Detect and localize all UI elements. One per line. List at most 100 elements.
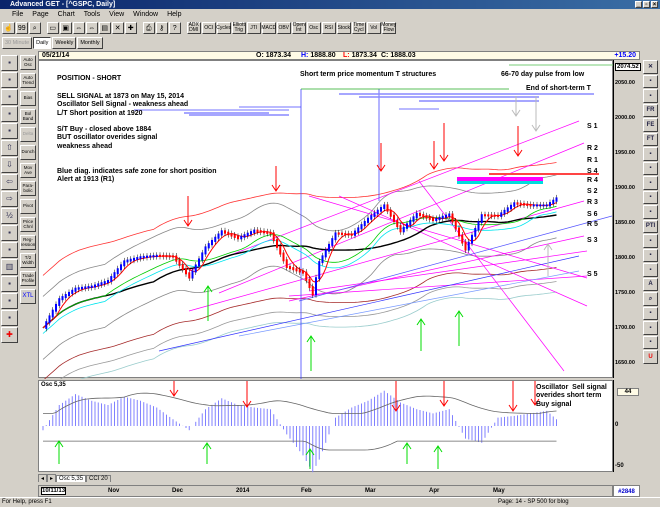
text-tool[interactable]: A [643, 277, 658, 291]
fib-time-tool[interactable]: FT [643, 132, 658, 146]
channel-tool[interactable]: ▪ [643, 190, 658, 204]
ellipse-tool[interactable]: ▪ [643, 248, 658, 262]
study-button-elliott-trig[interactable]: Elliott Trig [231, 22, 246, 34]
pitchfork-tool[interactable]: ▪ [643, 205, 658, 219]
new-button[interactable]: ▭ [46, 22, 59, 34]
menu-file[interactable]: File [12, 11, 24, 18]
study-button-macd[interactable]: MACD [261, 22, 276, 34]
menu-help[interactable]: Help [167, 11, 182, 18]
fraction-tool[interactable]: ½ [1, 208, 18, 224]
study-button-adx-dmi[interactable]: ADX DMI [186, 22, 201, 34]
price-chart[interactable]: POSITION - SHORT SELL SIGNAL at 1873 on … [38, 60, 613, 406]
fan-tool[interactable]: ▪ [643, 161, 658, 175]
close-button[interactable]: ✕ [111, 22, 124, 34]
scroll-right-button[interactable]: ▸ [47, 474, 57, 482]
help-button[interactable]: ? [168, 22, 181, 34]
tab-osc[interactable]: Osc 5,35 [56, 475, 87, 482]
zoom-button[interactable]: ⌕ [28, 22, 41, 34]
grid-tool[interactable]: ▪ [643, 234, 658, 248]
tool-mov-ave[interactable]: Mov Ave [20, 163, 36, 178]
tab-cci[interactable]: CCI 20 [86, 475, 111, 482]
pti-tool[interactable]: PTI [643, 219, 658, 233]
scale-tool[interactable]: ▪ [1, 72, 18, 88]
tool-bol-band[interactable]: Bol Band [20, 109, 36, 124]
chart-tool[interactable]: ▪ [1, 55, 18, 71]
grid-tool[interactable]: ▥ [1, 259, 18, 275]
menu-tools[interactable]: Tools [83, 11, 101, 18]
study-button-osc[interactable]: Osc [306, 22, 321, 34]
study-button-cycles[interactable]: Cycles [216, 22, 231, 34]
puzzle-button[interactable]: ✚ [124, 22, 137, 34]
study-button-stock[interactable]: Stock [336, 22, 351, 34]
arrow-down-tool[interactable]: ⇩ [1, 157, 18, 173]
data-tool[interactable]: ▪ [1, 89, 18, 105]
study-button-time-cycl[interactable]: Time Cycl [351, 22, 366, 34]
crosshair-tool[interactable]: ✚ [1, 327, 18, 343]
date-axis[interactable]: 10/11/13 Nov Dec 2014 Feb Mar Apr May [38, 485, 613, 497]
study-button-obv[interactable]: OBV [276, 22, 291, 34]
oscillator-axis[interactable]: 44 0 -50 [613, 380, 640, 472]
link2-button[interactable]: ⇔ [85, 22, 98, 34]
tool-delta[interactable]: Delta [20, 127, 36, 142]
tool-trade-profile[interactable]: Trade Profile [20, 271, 36, 286]
candle-tool[interactable]: ▪ [1, 293, 18, 309]
close-button[interactable]: × [651, 1, 658, 8]
fib-ext-tool[interactable]: FE [643, 118, 658, 132]
tool-price-chnl[interactable]: Price Chnl [20, 217, 36, 232]
magnet-tool[interactable]: U [643, 350, 658, 364]
rect-tool[interactable]: ▪ [643, 176, 658, 190]
arrow-up-tool[interactable]: ⇧ [1, 140, 18, 156]
tab-30-minute[interactable]: 30 Minute [2, 37, 33, 49]
tool-auto-osc[interactable]: Auto Osc [20, 55, 36, 70]
save-button[interactable]: ▣ [59, 22, 72, 34]
study-button-rsi[interactable]: RSI [321, 22, 336, 34]
copy-tool[interactable]: ▪ [643, 335, 658, 349]
menu-page[interactable]: Page [32, 11, 49, 18]
tab-weekly[interactable]: Weekly [52, 37, 77, 49]
arrow-right-tool[interactable]: ⇨ [1, 191, 18, 207]
tool-donch[interactable]: Donch [20, 145, 36, 160]
arrow-left-tool[interactable]: ⇦ [1, 174, 18, 190]
restore-button[interactable]: ▫ [643, 1, 650, 8]
clock-tool[interactable]: ▪ [643, 263, 658, 277]
tool-auto-trend[interactable]: Auto Trend [20, 73, 36, 88]
lines-tool[interactable]: ▪ [1, 276, 18, 292]
tool-bias[interactable]: Bias [20, 91, 36, 106]
line-tool[interactable]: ▪ [643, 89, 658, 103]
split-tool[interactable]: ▪ [1, 225, 18, 241]
menu-chart[interactable]: Chart [57, 11, 75, 18]
study-tool[interactable]: ▪ [1, 106, 18, 122]
menu-view[interactable]: View [109, 11, 125, 18]
price-axis[interactable]: 2074.52 2050.00 2000.00 1950.00 1900.00 1850.… [613, 60, 641, 378]
select-tool[interactable]: ▪ [643, 321, 658, 335]
spread-tool[interactable]: ▪ [1, 242, 18, 258]
magnify-tool[interactable]: ⌕ [643, 292, 658, 306]
arc-tool[interactable]: ▪ [643, 147, 658, 161]
key-button[interactable]: ⚷ [155, 22, 168, 34]
fib-ret-tool[interactable]: FR [643, 103, 658, 117]
color-tool[interactable]: ▪ [643, 306, 658, 320]
pencil-tool[interactable]: ▪ [643, 74, 658, 88]
tool-reg-ression[interactable]: Reg-ression [20, 235, 36, 250]
tool-t-2-width[interactable]: T/2 Width [20, 253, 36, 268]
hand-button[interactable]: ☝ [2, 22, 15, 34]
page-button[interactable]: ▤ [98, 22, 111, 34]
tool-para-bolic[interactable]: Para-bolic [20, 181, 36, 196]
minimize-button[interactable]: _ [635, 1, 642, 8]
tool-xtl[interactable]: XTL [20, 289, 36, 304]
study-button-jti[interactable]: JTI [246, 22, 261, 34]
study-button-vol[interactable]: Vol [366, 22, 381, 34]
study-button-money-flow[interactable]: Money Flow [381, 22, 397, 34]
cursor-tool[interactable]: ✕ [643, 60, 658, 74]
link-button[interactable]: ⇔ [72, 22, 85, 34]
scroll-left-button[interactable]: ◂ [38, 474, 48, 482]
study-button-oci[interactable]: OCI [201, 22, 216, 34]
tab-monthly[interactable]: Monthly [77, 37, 103, 49]
elliott-tool[interactable]: ▪ [1, 123, 18, 139]
fib-tool[interactable]: ▪ [1, 310, 18, 326]
quote-button[interactable]: 99 [15, 22, 28, 34]
tool-pivot[interactable]: Pivot [20, 199, 36, 214]
print-button[interactable]: ⎙ [142, 22, 155, 34]
tab-daily[interactable]: Daily [33, 37, 52, 49]
study-button-open-int[interactable]: Open Int [291, 22, 306, 34]
